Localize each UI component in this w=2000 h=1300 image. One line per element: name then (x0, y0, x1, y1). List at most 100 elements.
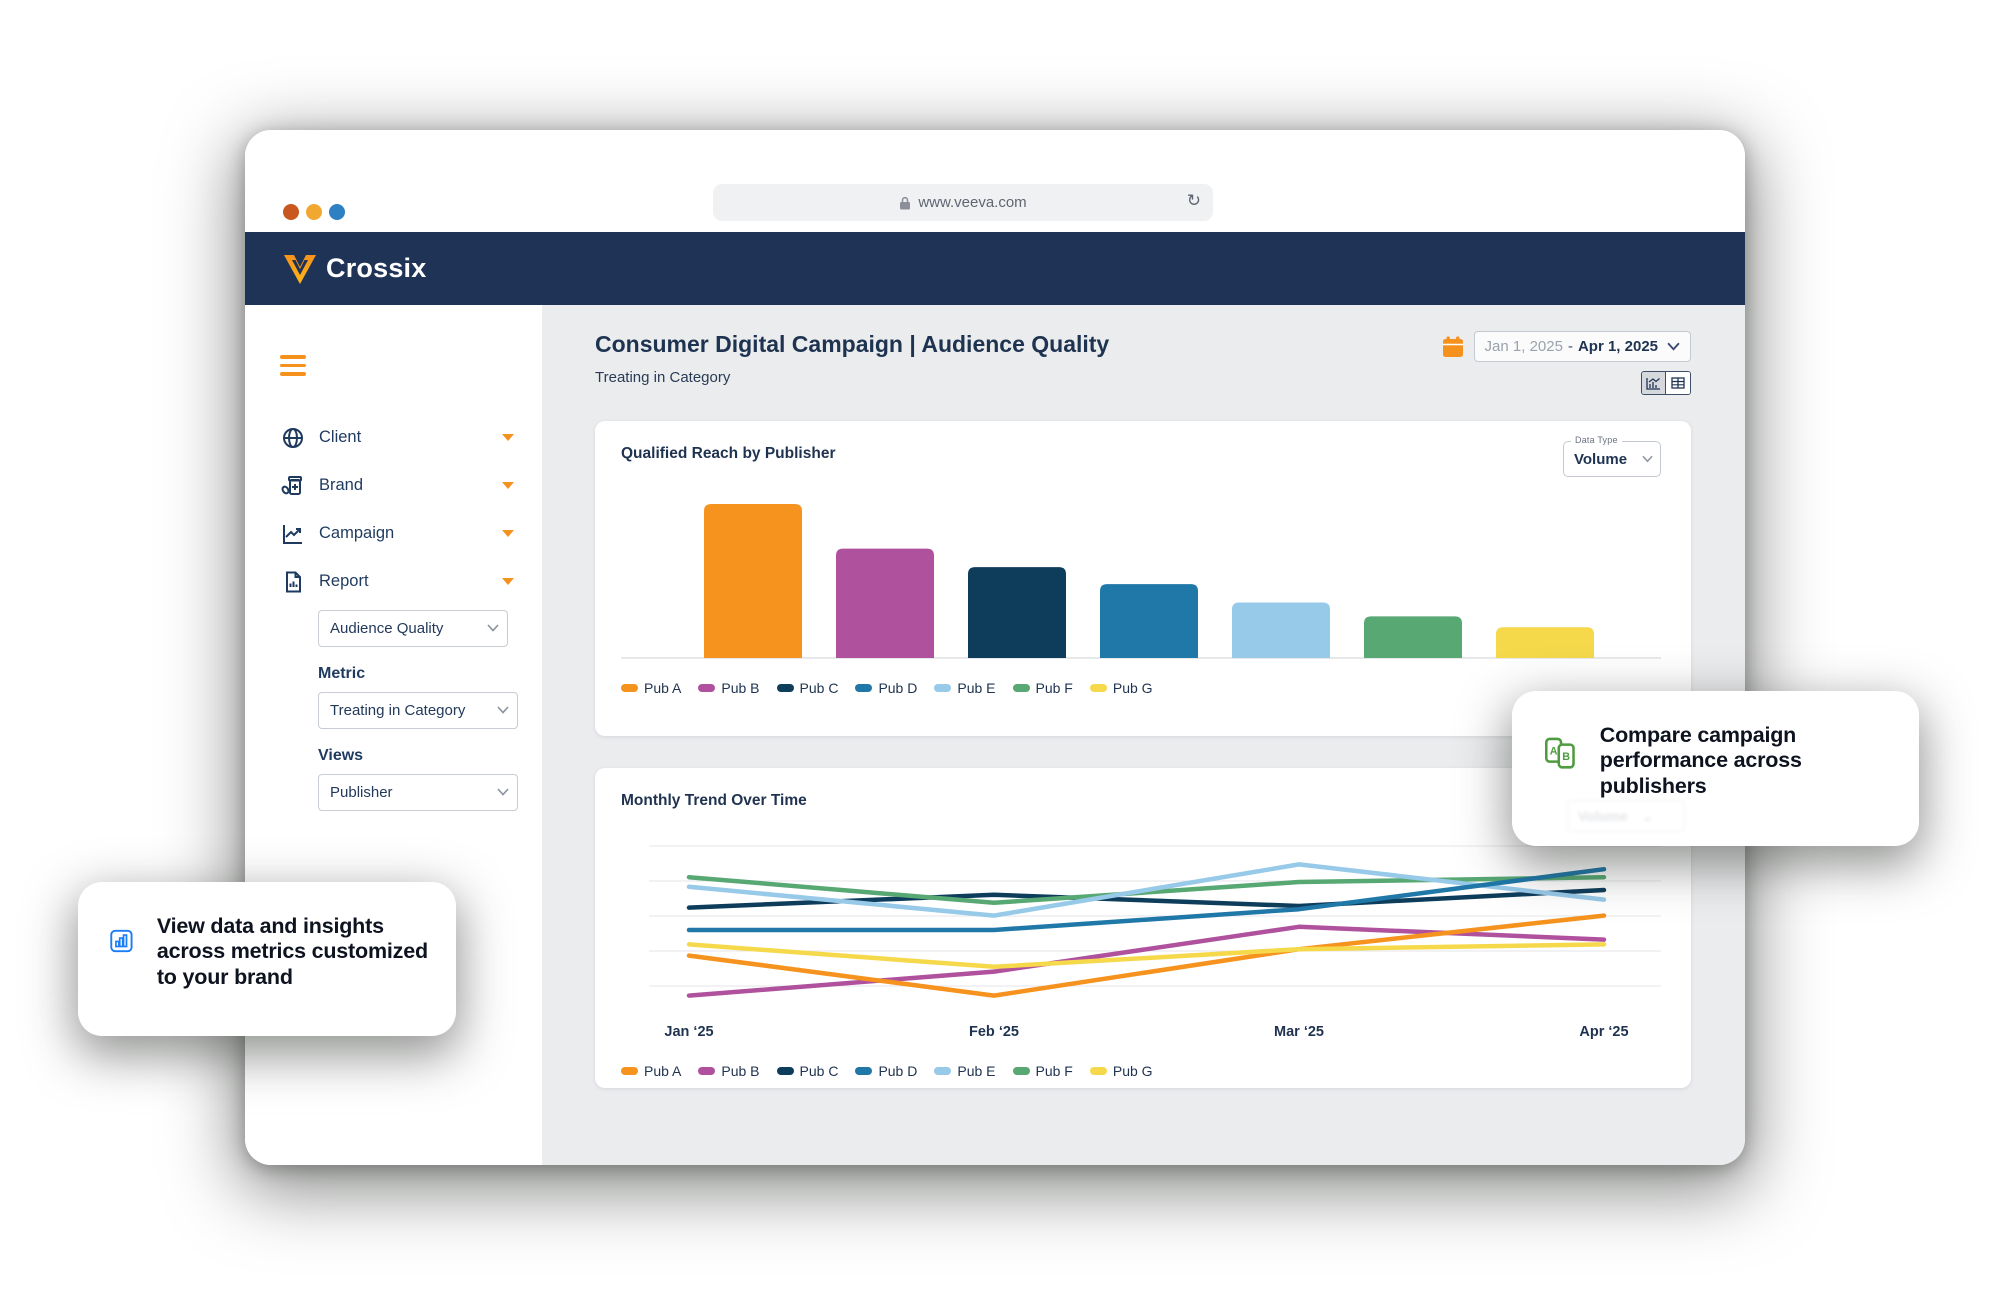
calendar-icon (1442, 336, 1463, 357)
legend-item[interactable]: Pub G (1089, 1063, 1153, 1079)
legend-item[interactable]: Pub A (621, 1063, 681, 1079)
window-close-button[interactable] (283, 204, 299, 220)
chevron-down-icon (497, 787, 509, 796)
legend-label: Pub D (878, 680, 918, 696)
bar-chart-legend: Pub A Pub B Pub C Pub D Pub E Pub F Pub G (621, 680, 1661, 696)
chart-view-icon (1646, 377, 1660, 390)
sidebar-item-label: Report (319, 572, 369, 590)
legend-swatch (934, 684, 952, 692)
views-select[interactable]: Publisher (318, 773, 518, 811)
page-subtitle: Treating in Category (595, 369, 731, 386)
chevron-down-icon (1667, 342, 1680, 351)
url-bar[interactable]: www.veeva.com ↻ (713, 184, 1213, 221)
legend-label: Pub A (644, 680, 682, 696)
line-chart-title: Monthly Trend Over Time (621, 792, 807, 809)
legend-item[interactable]: Pub D (855, 1063, 917, 1079)
legend-item[interactable]: Pub C (776, 1063, 839, 1079)
bar-pub-g (1496, 627, 1594, 658)
data-type-value: Volume (1574, 450, 1628, 468)
legend-swatch (621, 1067, 638, 1075)
legend-swatch (1012, 1067, 1030, 1075)
bar-chart-title: Qualified Reach by Publisher (621, 445, 836, 462)
data-type-select[interactable]: Data Type Volume (1563, 435, 1661, 477)
monthly-trend-card: Monthly Trend Over Time Jan ‘25 Feb ‘25 Ma… (595, 768, 1691, 1088)
legend-label: Pub B (721, 680, 760, 696)
legend-item[interactable]: Pub E (934, 1063, 996, 1079)
metric-select-value: Treating in Category (330, 701, 466, 719)
sidebar-item-label: Campaign (319, 524, 395, 542)
x-axis-label: Feb ‘25 (969, 1024, 1019, 1040)
legend-label: Pub C (799, 680, 839, 696)
bar-pub-a (704, 504, 802, 658)
bar-chart (621, 504, 1661, 659)
svg-text:B: B (1562, 751, 1570, 763)
legend-item[interactable]: Pub B (698, 680, 760, 696)
legend-item[interactable]: Pub F (1012, 680, 1073, 696)
sidebar-item-label: Client (319, 428, 362, 446)
callout-compare: A B Compare campaign performance across … (1512, 691, 1919, 846)
line-pub-g (686, 942, 1607, 970)
legend-swatch (621, 684, 638, 692)
svg-text:A: A (1550, 745, 1558, 757)
url-text: www.veeva.com (918, 194, 1027, 211)
line-pub-f (686, 874, 1607, 906)
legend-item[interactable]: Pub C (776, 680, 839, 696)
legend-swatch (776, 1067, 794, 1075)
legend-item[interactable]: Pub D (855, 680, 917, 696)
veeva-v-icon (284, 254, 316, 284)
sidebar: Client Brand (245, 305, 543, 1165)
legend-label: Pub B (721, 1063, 760, 1079)
crossix-logo: Crossix (283, 253, 426, 285)
legend-label: Pub C (799, 1063, 839, 1079)
hamburger-menu-icon[interactable] (280, 355, 306, 376)
bar-pub-d (1100, 584, 1198, 658)
legend-swatch (698, 1067, 716, 1075)
chevron-down-icon (1642, 455, 1653, 463)
views-label: Views (318, 746, 364, 764)
qualified-reach-card: Qualified Reach by Publisher Data Type V… (595, 421, 1691, 736)
window-minimize-button[interactable] (306, 204, 322, 220)
page-title: Consumer Digital Campaign | Audience Qua… (595, 331, 1110, 357)
legend-label: Pub D (878, 1063, 918, 1079)
legend-swatch (1089, 684, 1107, 692)
legend-item[interactable]: Pub G (1089, 680, 1153, 696)
legend-item[interactable]: Pub A (621, 680, 681, 696)
sidebar-item-report[interactable]: Report (280, 558, 542, 606)
sidebar-item-campaign[interactable]: Campaign (280, 510, 542, 558)
sidebar-item-label: Brand (319, 476, 364, 494)
legend-swatch (934, 1067, 952, 1075)
browser-window: www.veeva.com ↻ Crossix (245, 130, 1745, 1165)
line-pub-a (686, 913, 1607, 998)
legend-item[interactable]: Pub F (1012, 1063, 1073, 1079)
metric-select[interactable]: Treating in Category (318, 691, 518, 729)
chart-view-button[interactable] (1642, 372, 1666, 394)
report-select[interactable]: Audience Quality (318, 609, 508, 647)
reload-icon[interactable]: ↻ (1186, 191, 1201, 210)
callout-text: View data and insights across metrics cu… (156, 914, 428, 989)
window-controls (283, 204, 345, 220)
legend-label: Pub G (1112, 680, 1153, 696)
legend-item[interactable]: Pub B (698, 1063, 760, 1079)
ab-compare-icon: A B (1544, 737, 1575, 769)
bar-pub-b (836, 548, 934, 658)
legend-swatch (1089, 1067, 1107, 1075)
table-view-button[interactable] (1666, 372, 1690, 394)
window-zoom-button[interactable] (329, 204, 345, 220)
table-view-icon (1671, 377, 1685, 389)
sidebar-item-brand[interactable]: Brand (280, 462, 542, 510)
date-range-picker[interactable]: Jan 1, 2025 - Apr 1, 2025 (1473, 331, 1691, 362)
globe-icon (280, 425, 306, 451)
lock-icon (900, 196, 911, 209)
line-pub-e (686, 862, 1607, 918)
chevron-down-icon (502, 578, 514, 585)
line-pub-b (686, 924, 1607, 998)
metric-label: Metric (318, 664, 366, 682)
chevron-down-icon (497, 705, 509, 714)
legend-label: Pub F (1035, 680, 1073, 696)
sidebar-item-client[interactable]: Client (280, 414, 542, 462)
legend-item[interactable]: Pub E (934, 680, 996, 696)
bar-pub-c (968, 567, 1066, 658)
ghost-volume-select: Volume ⌄ (1567, 800, 1685, 832)
legend-swatch (698, 684, 716, 692)
